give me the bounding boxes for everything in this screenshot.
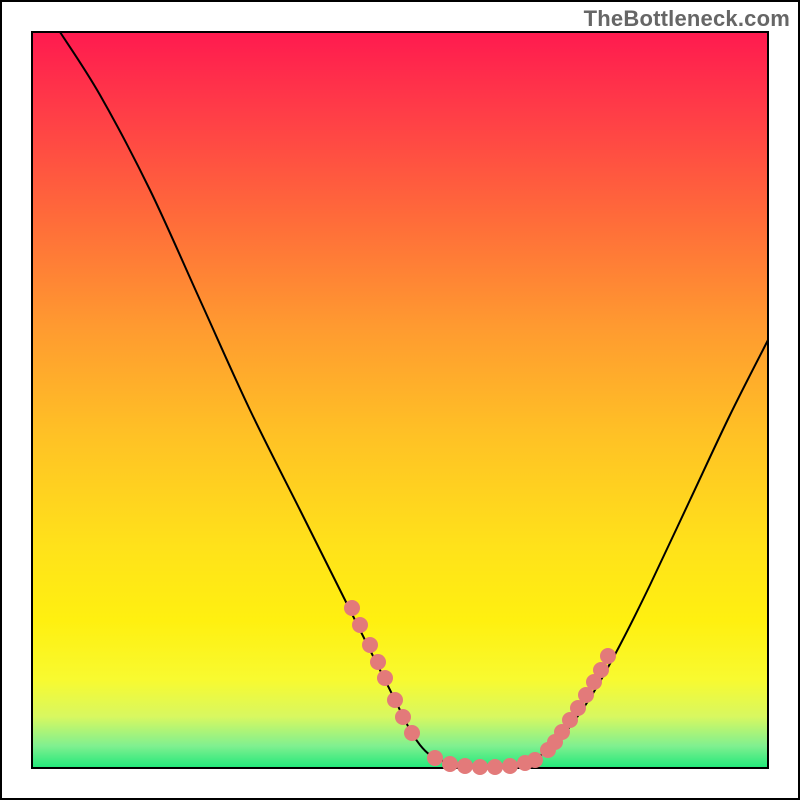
data-marker: [472, 759, 488, 775]
data-marker: [442, 756, 458, 772]
data-marker: [344, 600, 360, 616]
data-marker: [352, 617, 368, 633]
data-marker: [600, 648, 616, 664]
data-marker: [362, 637, 378, 653]
data-marker: [502, 758, 518, 774]
data-marker: [527, 752, 543, 768]
data-marker: [457, 758, 473, 774]
data-marker: [370, 654, 386, 670]
data-marker: [395, 709, 411, 725]
chart-container: TheBottleneck.com: [0, 0, 800, 800]
watermark-text: TheBottleneck.com: [584, 6, 790, 32]
data-marker: [427, 750, 443, 766]
data-marker: [377, 670, 393, 686]
data-marker: [593, 662, 609, 678]
chart-svg: [0, 0, 800, 800]
plot-background: [32, 32, 768, 768]
data-marker: [404, 725, 420, 741]
data-marker: [487, 759, 503, 775]
data-marker: [387, 692, 403, 708]
